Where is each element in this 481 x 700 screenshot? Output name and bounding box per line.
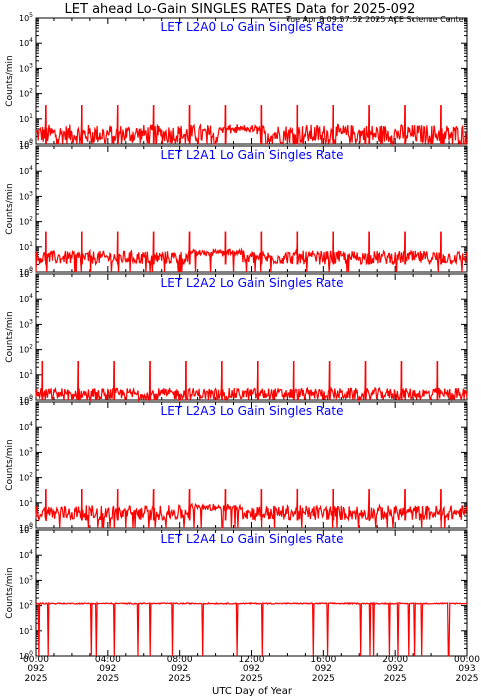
x-tick-day: 092 xyxy=(387,664,404,674)
x-tick-time: 00:00 xyxy=(23,655,49,665)
x-tick-day: 092 xyxy=(243,664,260,674)
y-tick-label: 100 xyxy=(19,266,33,277)
panel-title: LET L2A0 Lo Gain Singles Rate xyxy=(161,20,344,34)
panel-title: LET L2A1 Lo Gain Singles Rate xyxy=(161,148,344,162)
y-tick-label: 100 xyxy=(19,394,33,405)
x-axis: 00:00092202504:00092202508:00092202512:0… xyxy=(23,655,480,684)
y-tick-label: 101 xyxy=(19,241,33,252)
y-tick-label: 100 xyxy=(19,650,33,661)
series-line xyxy=(35,231,468,273)
y-tick-label: 105 xyxy=(19,396,33,407)
x-tick-time: 16:00 xyxy=(310,655,336,665)
x-tick-time: 00:00 xyxy=(454,655,480,665)
panels: 100 101 102 103 104 105 Counts/min LET L2A0 Lo … xyxy=(5,12,468,661)
panel-4: 100 101 102 103 104 105 Counts/min LET L2A4 Lo … xyxy=(5,524,468,661)
panel-frame xyxy=(35,17,468,145)
panel-frame xyxy=(35,273,468,401)
x-tick-year: 2025 xyxy=(96,674,119,684)
y-tick-label: 102 xyxy=(19,344,33,355)
panel-frame xyxy=(35,529,468,657)
x-tick-day: 092 xyxy=(27,664,44,674)
y-tick-label: 101 xyxy=(19,625,33,636)
y-axis-label: Counts/min xyxy=(5,55,15,106)
figure-title: LET ahead Lo-Gain SINGLES RATES Data for… xyxy=(65,2,416,17)
panel-0: 100 101 102 103 104 105 Counts/min LET L2A0 Lo … xyxy=(5,12,468,149)
x-axis-label: UTC Day of Year xyxy=(212,686,293,697)
x-tick-day: 092 xyxy=(315,664,332,674)
y-tick-label: 101 xyxy=(19,497,33,508)
y-tick-label: 103 xyxy=(19,446,33,457)
y-tick-label: 105 xyxy=(19,268,33,279)
y-tick-label: 100 xyxy=(19,522,33,533)
y-tick-label: 104 xyxy=(19,293,33,304)
x-tick-time: 20:00 xyxy=(382,655,408,665)
x-tick-year: 2025 xyxy=(456,674,479,684)
x-tick-day: 093 xyxy=(458,664,475,674)
y-axis-label: Counts/min xyxy=(5,311,15,362)
panel-title: LET L2A3 Lo Gain Singles Rate xyxy=(161,404,344,418)
x-tick-year: 2025 xyxy=(168,674,191,684)
x-tick-day: 092 xyxy=(99,664,116,674)
y-tick-label: 102 xyxy=(19,600,33,611)
panel-3: 100 101 102 103 104 105 Counts/min LET L2A3 Lo … xyxy=(5,396,468,533)
panel-2: 100 101 102 103 104 105 Counts/min LET L2A2 Lo … xyxy=(5,268,468,405)
series-line xyxy=(35,105,468,147)
y-tick-label: 105 xyxy=(19,524,33,535)
y-tick-label: 104 xyxy=(19,549,33,560)
series-line xyxy=(35,489,468,529)
y-axis-label: Counts/min xyxy=(5,439,15,490)
x-tick-year: 2025 xyxy=(384,674,407,684)
y-tick-label: 103 xyxy=(19,318,33,329)
x-tick-time: 08:00 xyxy=(167,655,193,665)
y-tick-label: 102 xyxy=(19,216,33,227)
generation-timestamp: Tue Apr 8 09:57:52 2025 ACE Science Cent… xyxy=(285,15,467,24)
y-axis-label: Counts/min xyxy=(5,183,15,234)
x-tick-year: 2025 xyxy=(25,674,48,684)
panel-1: 100 101 102 103 104 105 Counts/min LET L2A1 Lo … xyxy=(5,140,468,277)
series-line xyxy=(35,361,468,403)
y-tick-label: 102 xyxy=(19,472,33,483)
y-tick-label: 104 xyxy=(19,421,33,432)
x-tick-day: 092 xyxy=(171,664,188,674)
y-tick-label: 103 xyxy=(19,190,33,201)
panel-title: LET L2A4 Lo Gain Singles Rate xyxy=(161,532,344,546)
panel-title: LET L2A2 Lo Gain Singles Rate xyxy=(161,276,344,290)
x-tick-year: 2025 xyxy=(240,674,263,684)
x-tick-time: 12:00 xyxy=(239,655,265,665)
y-tick-label: 103 xyxy=(19,62,33,73)
x-tick-time: 04:00 xyxy=(95,655,121,665)
y-tick-label: 101 xyxy=(19,369,33,380)
y-tick-label: 104 xyxy=(19,165,33,176)
y-tick-label: 100 xyxy=(19,138,33,149)
series-line xyxy=(35,601,468,657)
y-tick-label: 103 xyxy=(19,574,33,585)
y-axis-label: Counts/min xyxy=(5,567,15,618)
y-tick-label: 104 xyxy=(19,37,33,48)
y-tick-label: 101 xyxy=(19,113,33,124)
y-tick-label: 105 xyxy=(19,12,33,23)
y-tick-label: 102 xyxy=(19,88,33,99)
y-tick-label: 105 xyxy=(19,140,33,151)
x-tick-year: 2025 xyxy=(312,674,335,684)
